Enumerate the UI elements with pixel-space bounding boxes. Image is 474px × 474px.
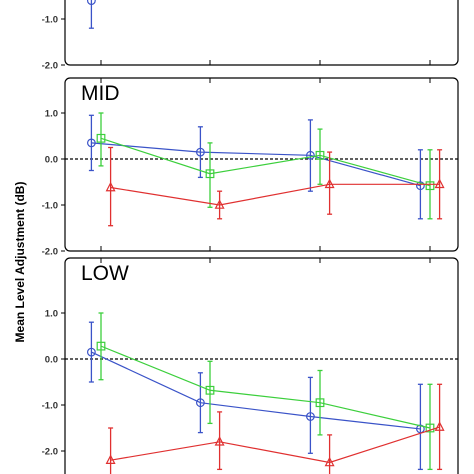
series-blue	[86, 321, 425, 471]
data-point-square	[96, 133, 106, 143]
data-point-triangle	[214, 199, 225, 209]
y-tick-label: -2.0	[42, 247, 58, 258]
series-line	[91, 351, 421, 430]
series-line	[91, 142, 421, 187]
data-point-square	[315, 398, 325, 408]
data-point-circle	[86, 347, 96, 357]
data-point-triangle	[105, 181, 116, 192]
panel-frame	[64, 257, 459, 474]
data-point-square	[205, 385, 215, 395]
series-red	[105, 146, 445, 227]
data-point-square	[96, 341, 106, 351]
data-point-triangle	[214, 435, 225, 446]
data-point-triangle	[324, 456, 335, 467]
data-point-square	[425, 423, 435, 433]
y-tick-label: 1.0	[45, 309, 58, 320]
panel-title: MID	[81, 82, 120, 105]
series-green	[96, 112, 435, 220]
data-point-circle	[195, 398, 205, 408]
chart-panels: -1.0 -2.0 1.0 0.0 -1.0 -2.0 MID 1.0 0.0 -1.0 -2.0 L…	[42, 0, 459, 474]
data-point-square	[315, 150, 325, 160]
data-point-circle	[86, 138, 96, 148]
data-point-circle	[306, 412, 315, 421]
y-tick-label: -1.0	[42, 401, 58, 412]
y-tick-label: -1.0	[42, 201, 58, 212]
series-red	[105, 383, 445, 474]
panel-top: -1.0 -2.0	[42, 0, 459, 72]
data-point-circle	[306, 150, 315, 160]
data-point-triangle	[434, 178, 445, 189]
y-tick-label: -2.0	[42, 447, 58, 458]
panel-mid: 1.0 0.0 -1.0 -2.0 MID	[42, 77, 459, 258]
panel-title: LOW	[81, 262, 129, 285]
y-tick-label: -2.0	[42, 61, 58, 72]
y-tick-label: 0.0	[45, 355, 58, 366]
panel-frame	[64, 0, 459, 66]
series-line	[110, 183, 440, 206]
data-point-circle	[87, 0, 96, 5]
series-blue	[87, 0, 96, 29]
series-blue	[86, 114, 425, 220]
series-line	[100, 137, 431, 187]
data-point-triangle	[434, 421, 445, 431]
series-green	[96, 312, 435, 471]
series-line	[100, 345, 431, 429]
panel-frame	[64, 77, 459, 252]
series-line	[110, 426, 440, 464]
y-tick-label: -1.0	[42, 15, 58, 26]
y-tick-label: 0.0	[45, 155, 58, 166]
panel-low: 1.0 0.0 -1.0 -2.0 LOW	[42, 257, 459, 474]
data-point-triangle	[105, 454, 116, 464]
data-point-circle	[195, 147, 205, 157]
data-point-triangle	[324, 178, 335, 189]
data-point-square	[425, 181, 435, 191]
data-point-circle	[416, 181, 425, 191]
data-point-square	[205, 169, 215, 179]
y-tick-label: 1.0	[45, 109, 58, 120]
y-axis-label: Mean Level Adjustment (dB)	[13, 182, 27, 343]
